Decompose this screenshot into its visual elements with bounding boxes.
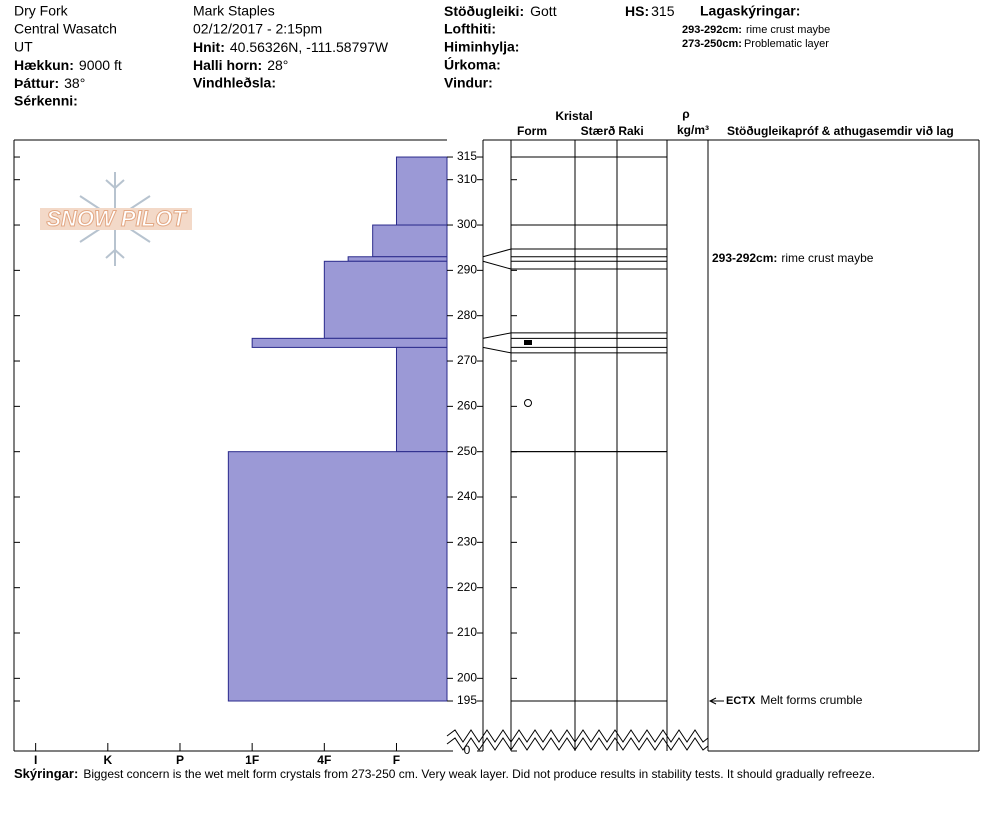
y-tick-label: 290 xyxy=(457,263,477,277)
features: Sérkenni: xyxy=(14,93,78,109)
range: 293-292cm: xyxy=(712,251,777,265)
y-tick-label: 230 xyxy=(457,535,477,549)
value: 315 xyxy=(651,3,675,19)
x-tick-label: K xyxy=(103,753,112,767)
precip: Úrkoma: xyxy=(444,56,501,73)
col-size: Stærð xyxy=(581,124,616,138)
y-tick-label: 300 xyxy=(457,217,477,231)
y-tick-label: 315 xyxy=(457,149,477,163)
value: 40.56326N, -111.58797W xyxy=(230,39,389,55)
wind-loading: Vindhleðsla: xyxy=(193,75,276,91)
y-tick-label: 310 xyxy=(457,172,477,186)
layer-notes-title: Lagaskýringar: xyxy=(700,3,800,19)
y-tick-label: 240 xyxy=(457,489,477,503)
label: Stöðugleiki: xyxy=(444,3,524,19)
hardness-bar xyxy=(323,260,448,339)
hs: HS: 315 xyxy=(625,3,675,19)
hardness-bar xyxy=(251,337,448,348)
hardness-bar xyxy=(347,256,448,262)
value: Gott xyxy=(530,3,557,19)
text: rime crust maybe xyxy=(746,24,830,36)
slope: Halli horn: 28° xyxy=(193,57,288,73)
range: Central Wasatch xyxy=(14,21,117,37)
y-tick-label: 270 xyxy=(457,353,477,367)
x-tick-label: F xyxy=(393,753,400,767)
notes: Skýringar: Biggest concern is the wet mel… xyxy=(14,766,875,781)
coords: Hnit: 40.56326N, -111.58797W xyxy=(193,39,389,55)
value: 9000 ft xyxy=(79,57,122,73)
layer-connector xyxy=(482,346,512,354)
elevation: Hækkun: 9000 ft xyxy=(14,57,122,73)
datetime: 02/12/2017 - 2:15pm xyxy=(193,21,322,37)
y-tick-label: 260 xyxy=(457,399,477,413)
wind: Vindur: xyxy=(444,75,493,91)
x-tick-label: I xyxy=(34,753,37,767)
frames xyxy=(13,139,980,752)
x-tick-label: 4F xyxy=(317,753,331,767)
col-moisture: Raki xyxy=(618,124,643,138)
layer-note: 293-292cm: rime crust maybe xyxy=(682,24,830,36)
hardness-bar xyxy=(395,156,448,226)
test-arrowhead xyxy=(708,697,717,705)
y-tick-label: 210 xyxy=(457,625,477,639)
stability: Stöðugleiki: Gott xyxy=(444,3,557,19)
range: 293-292cm: xyxy=(682,24,742,36)
air-temp: Lofthiti: xyxy=(444,21,496,37)
hardness-bar xyxy=(395,346,448,453)
label: Hnit: xyxy=(193,39,225,55)
layer-comment: 293-292cm: rime crust maybe xyxy=(712,251,874,265)
text: Biggest concern is the wet melt form cry… xyxy=(83,767,875,781)
layer-note: 273-250cm: Problematic layer xyxy=(682,38,829,50)
hardness-bar xyxy=(227,451,448,702)
grain-symbol xyxy=(524,399,532,407)
grain-symbol xyxy=(524,340,532,345)
col-form: Form xyxy=(517,124,547,138)
logo: SNOW PILOT xyxy=(40,172,192,266)
state: UT xyxy=(14,39,33,55)
label: Hækkun: xyxy=(14,57,74,73)
value: 38° xyxy=(64,75,85,91)
col-crystal: Kristal xyxy=(555,109,592,123)
sky: Himinhylja: xyxy=(444,39,519,55)
observer: Mark Staples xyxy=(193,3,275,19)
col-density: ρ xyxy=(682,107,689,121)
aspect: Þáttur: 38° xyxy=(14,75,85,91)
layer-connector xyxy=(482,260,512,270)
x-tick-label: 1F xyxy=(245,753,259,767)
y-tick-label: 200 xyxy=(457,671,477,685)
text: Problematic layer xyxy=(744,38,829,50)
y-tick-label: 250 xyxy=(457,444,477,458)
col-density-unit: kg/m³ xyxy=(677,123,709,137)
code: ECTX xyxy=(726,695,756,707)
text: rime crust maybe xyxy=(781,251,873,265)
label: Halli horn: xyxy=(193,57,262,73)
logo-text: SNOW PILOT xyxy=(46,206,187,231)
y-tick-label: 280 xyxy=(457,308,477,322)
x-tick-label: P xyxy=(176,753,184,767)
layer-connector xyxy=(482,248,512,258)
range: 273-250cm: xyxy=(682,38,742,50)
col-comments: Stöðugleikapróf & athugasemdir við lag xyxy=(727,124,954,138)
label: HS: xyxy=(625,3,649,19)
layer-connector xyxy=(482,332,512,339)
hardness-bar xyxy=(372,224,448,258)
text: Melt forms crumble xyxy=(760,693,862,707)
y-tick-label: 0 xyxy=(464,743,471,757)
test-result: ECTX Melt forms crumble xyxy=(726,693,863,707)
location: Dry Fork xyxy=(14,3,69,19)
y-tick-label: 220 xyxy=(457,580,477,594)
label: Skýringar: xyxy=(14,766,78,781)
y-tick-label: 195 xyxy=(457,693,477,707)
value: 28° xyxy=(267,57,288,73)
label: Þáttur: xyxy=(14,75,59,91)
